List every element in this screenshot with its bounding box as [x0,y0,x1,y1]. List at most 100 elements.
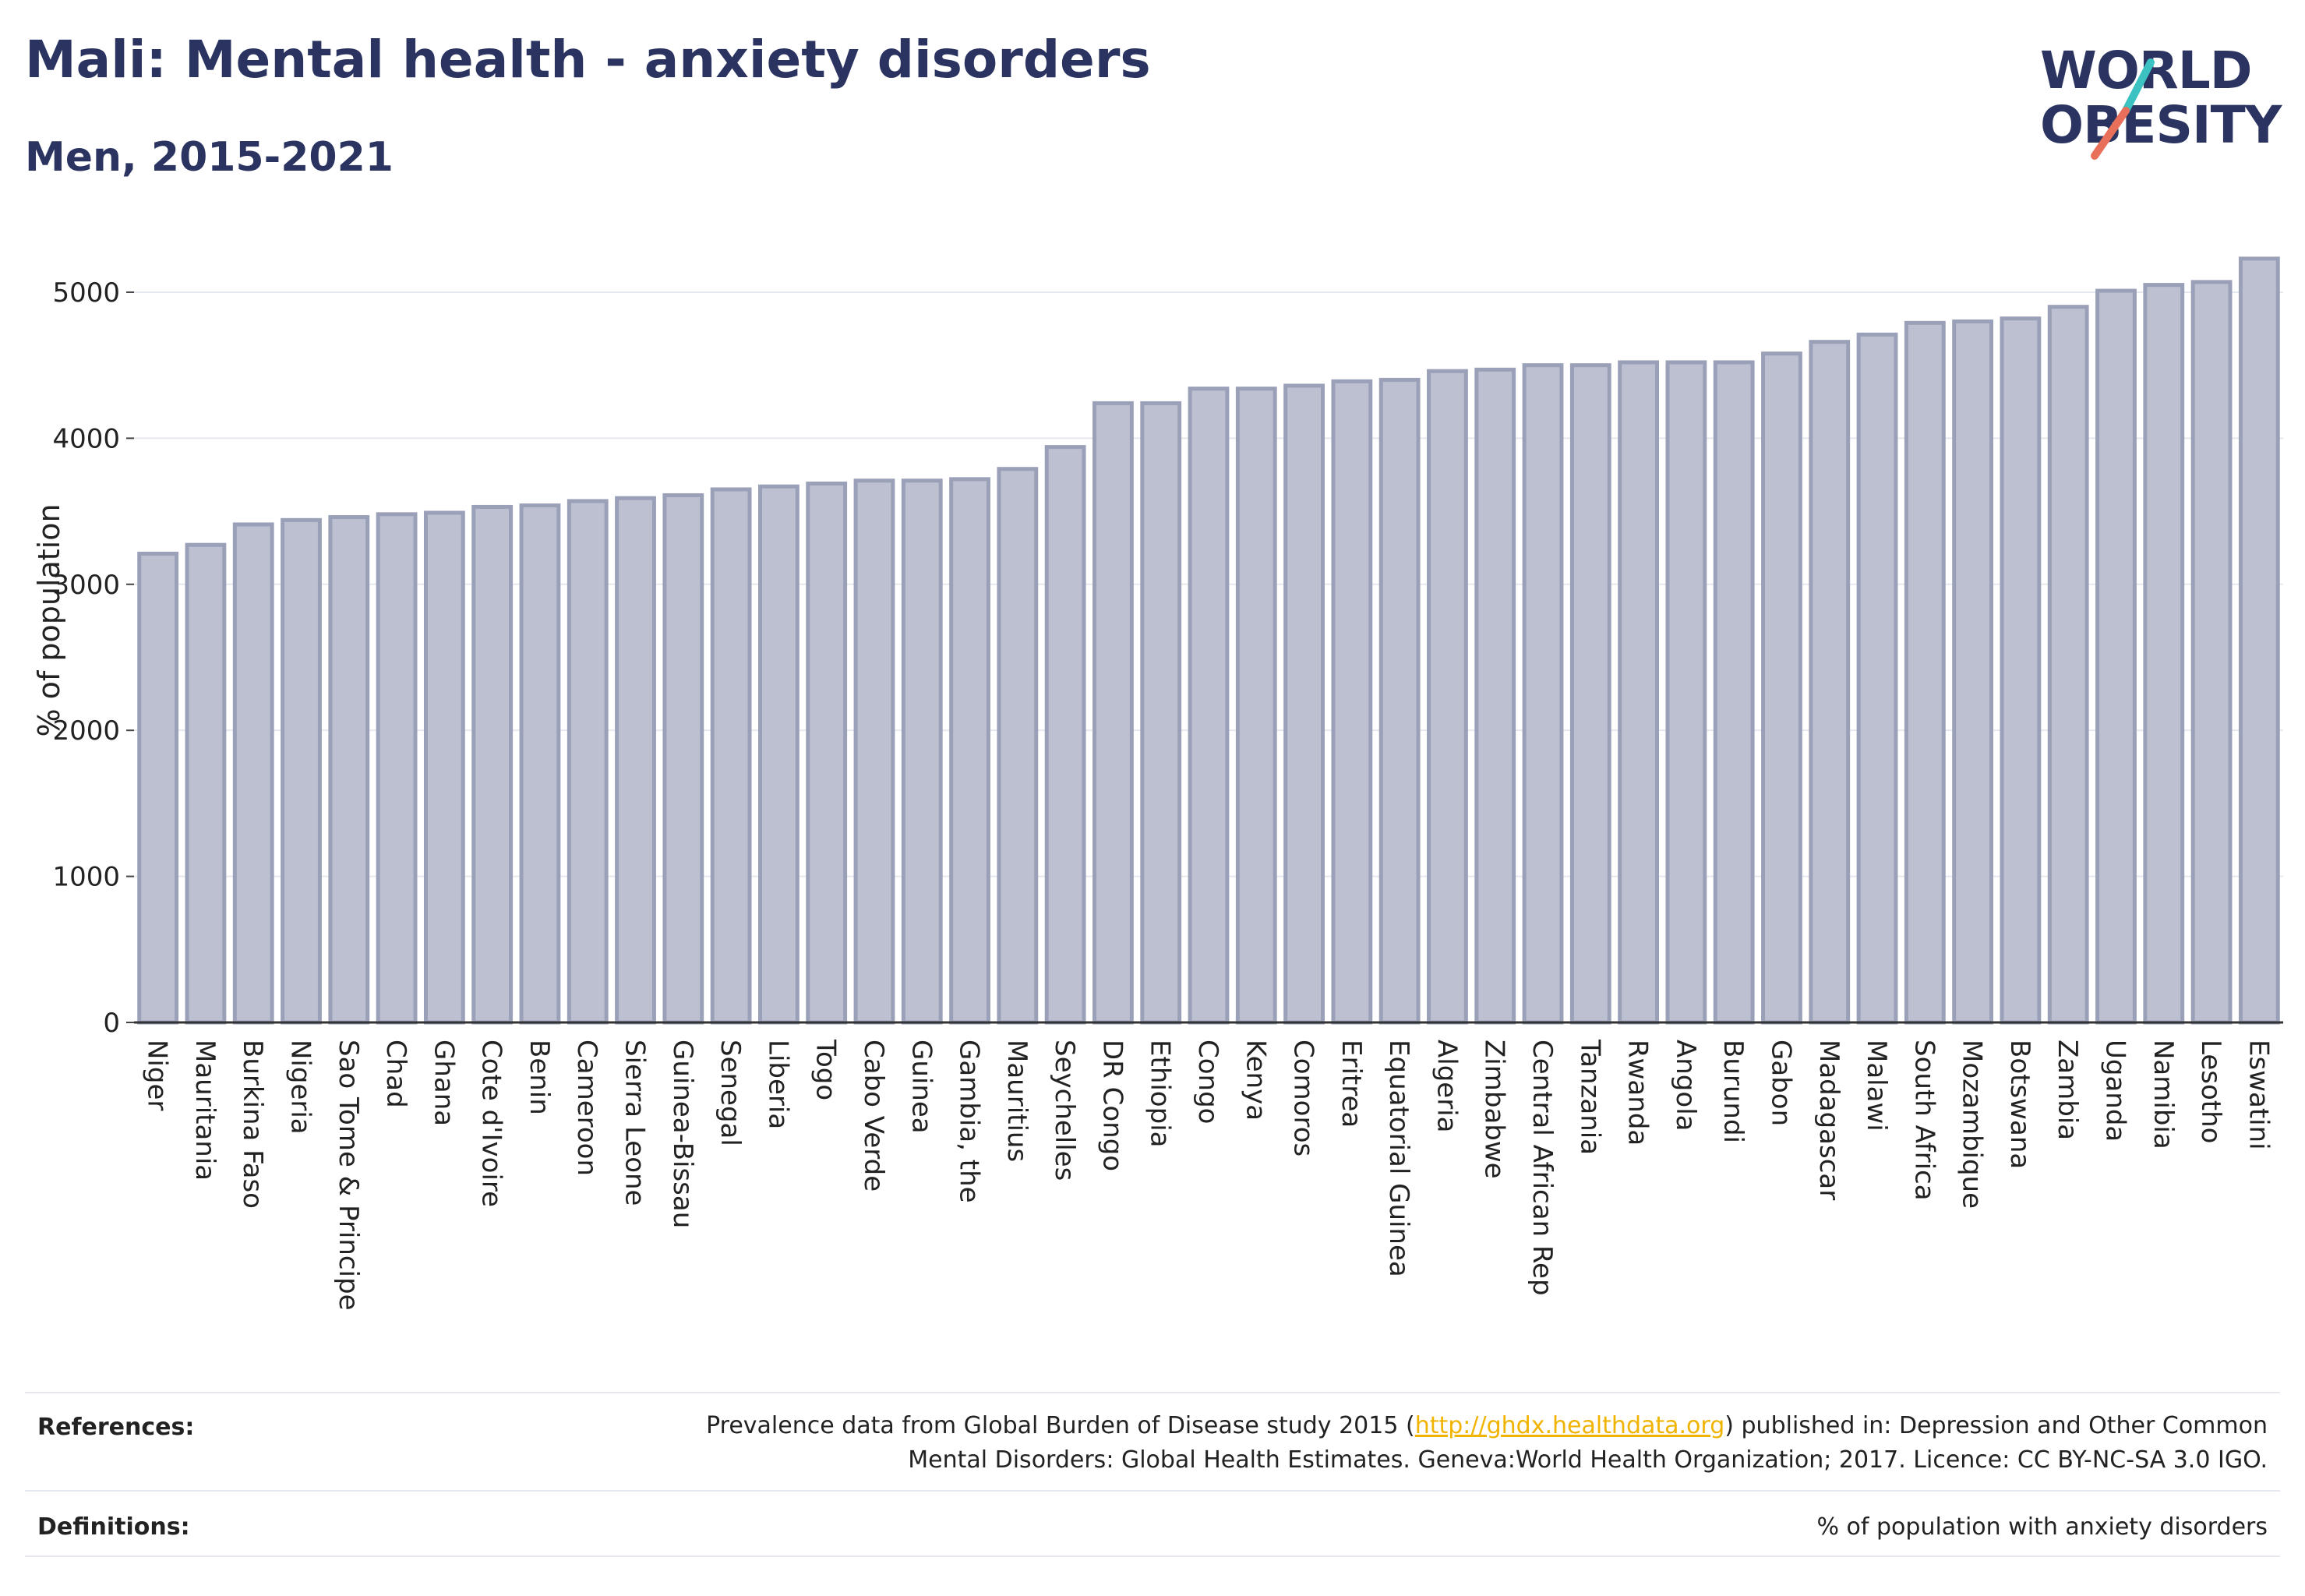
x-tick-label: Zambia [2052,1040,2083,1140]
x-tick-label: Cameroon [571,1040,602,1176]
x-tick-label: DR Congo [1096,1040,1128,1171]
bar [423,510,465,1025]
references-text-after: ) published in: Depression and Other Com… [1724,1412,2268,1439]
references-text-before: Prevalence data from Global Burden of Di… [706,1412,1415,1439]
bar [232,522,274,1025]
bar [2000,316,2042,1025]
bar [567,499,609,1025]
bar [2190,280,2233,1025]
x-tick-label: Tanzania [1574,1039,1605,1155]
bar [1235,387,1277,1025]
x-tick-label: South Africa [1908,1040,1940,1201]
bar [1665,360,1707,1025]
bar [2095,288,2137,1025]
bar [281,517,322,1025]
bar [1474,367,1516,1025]
bar [1427,369,1468,1025]
bar [1856,332,1898,1025]
x-tick-label: Guinea [905,1040,937,1134]
x-tick-label: Guinea-Bissau [667,1040,698,1228]
x-tick-label: Comoros [1288,1040,1319,1156]
y-tick-label: 5000 [52,277,120,309]
bar [2047,305,2089,1025]
x-tick-label: Gambia, the [954,1040,985,1203]
y-tick-label: 3000 [52,570,120,601]
x-tick-label: Uganda [2099,1040,2130,1142]
x-tick-label: Lesotho [2195,1040,2226,1143]
bar [853,478,895,1025]
y-tick-label: 4000 [52,423,120,454]
bar [1809,340,1851,1025]
y-tick-label: 0 [103,1008,120,1039]
x-tick-label: Eswatini [2243,1040,2274,1150]
x-tick-label: Ghana [428,1040,459,1126]
bar [997,467,1039,1025]
x-tick-label: Angola [1670,1040,1701,1131]
y-axis-label: % of population [32,503,66,736]
bar [1522,363,1564,1025]
bar [519,503,561,1025]
x-tick-label: Gabon [1765,1040,1796,1126]
bar [662,493,704,1025]
definitions-label: Definitions: [37,1513,190,1541]
definitions-row: Definitions: % of population with anxiet… [25,1510,2280,1549]
x-tick-label: Mozambique [1957,1040,1988,1209]
bar [328,515,370,1025]
x-tick-label: Mauritius [1001,1040,1032,1162]
x-tick-label: Algeria [1431,1040,1462,1132]
bar [185,542,227,1025]
x-tick-label: Botswana [2004,1040,2035,1169]
x-tick-label: Sao Tome & Principe [333,1040,364,1311]
y-tick-label: 2000 [52,715,120,747]
x-tick-label: Seychelles [1049,1040,1080,1181]
bar [757,484,800,1025]
x-tick-label: Equatorial Guinea [1383,1040,1414,1277]
x-tick-label: Senegal [715,1040,746,1146]
world-obesity-logo: WORLD OBESITY [2034,39,2283,171]
references-line2: Mental Disorders: Global Health Estimate… [908,1446,2268,1474]
bar [376,512,418,1025]
bar [2143,283,2185,1025]
bar [471,504,514,1025]
bar [137,551,179,1025]
bars [137,256,2280,1025]
footer-divider [25,1392,2280,1393]
x-tick-label: Ethiopia [1145,1040,1176,1147]
logo-word-obesity: OBESITY [2040,95,2282,155]
bar-chart: 0 1000 2000 3000 4000 5000 Niger Mauritania Bur… [32,256,2283,1311]
bar [1044,445,1086,1025]
axes: 0 1000 2000 3000 4000 5000 [52,277,2283,1039]
bar [806,481,848,1025]
x-tick-label: Chad [380,1040,411,1108]
chart-title: Mali: Mental health - anxiety disorders [25,30,1151,90]
x-tick-label: Burundi [1717,1040,1749,1143]
bar [1188,387,1230,1025]
bar [1952,319,1994,1025]
x-tick-label: Mauritania [189,1040,221,1181]
x-tick-label: Zimbabwe [1479,1040,1510,1179]
bar [1618,360,1660,1025]
x-tick-label: Liberia [762,1040,793,1129]
x-tick-label: Malawi [1861,1040,1892,1132]
y-tick-label: 1000 [52,862,120,893]
bar [1569,363,1611,1025]
x-tick-label: Kenya [1240,1040,1271,1121]
bar [1378,377,1421,1025]
bar [1140,401,1182,1025]
references-label: References: [37,1414,195,1441]
definitions-text: % of population with anxiety disorders [1816,1513,2268,1541]
references-link[interactable]: http://ghdx.healthdata.org [1414,1412,1725,1439]
x-tick-label: Rwanda [1622,1040,1654,1146]
x-tick-label: Benin [524,1040,555,1115]
x-tick-label: Eritrea [1336,1040,1367,1128]
references-text: Prevalence data from Global Burden of Di… [706,1409,2268,1478]
chart-subtitle: Men, 2015-2021 [25,134,394,181]
bar [901,478,943,1025]
bar [1761,351,1802,1025]
bar [1092,401,1134,1025]
bar [1713,360,1755,1025]
footer-divider [25,1490,2280,1492]
footer-divider [25,1555,2280,1557]
bar [1904,320,1946,1025]
x-tick-label: Namibia [2148,1040,2179,1149]
